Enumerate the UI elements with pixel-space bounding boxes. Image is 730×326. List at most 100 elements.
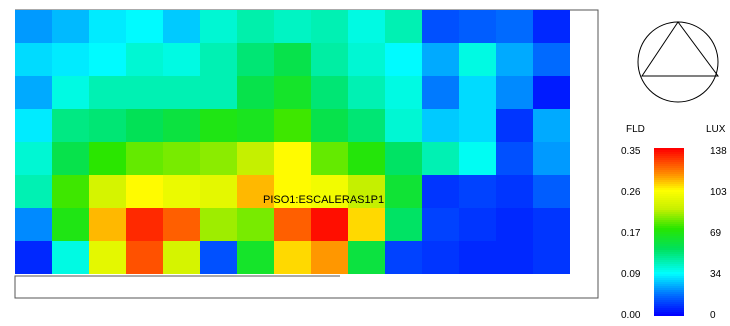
heatmap-cell-r0-c6 (237, 10, 275, 44)
colorbar-band (654, 294, 684, 297)
colorbar-band (654, 254, 684, 257)
heatmap-cell-r6-c10 (385, 208, 423, 242)
heatmap-cell-r3-c4 (163, 109, 201, 143)
lux-tick-label: 69 (710, 228, 722, 239)
colorbar-band (654, 302, 684, 305)
heatmap-cell-r2-c8 (311, 76, 349, 110)
heatmap-cell-r5-c7 (274, 175, 312, 209)
colorbar-band (654, 192, 684, 195)
heatmap-cell-r3-c1 (52, 109, 90, 143)
heatmap-cell-r6-c14 (533, 208, 570, 242)
legend-header-fld: FLD (626, 124, 645, 135)
heatmap-cell-r7-c1 (52, 241, 90, 274)
colorbar-band (654, 176, 684, 179)
heatmap-cell-r1-c11 (422, 43, 460, 77)
heatmap-cell-r4-c11 (422, 142, 460, 176)
colorbar-band (654, 186, 684, 189)
colorbar-band (654, 184, 684, 187)
heatmap-cell-r2-c12 (459, 76, 497, 110)
heatmap-cell-r3-c0 (15, 109, 53, 143)
heatmap-cell-r7-c9 (348, 241, 386, 274)
heatmap-cell-r1-c3 (126, 43, 164, 77)
heatmap-cell-r1-c5 (200, 43, 238, 77)
colorbar-band (654, 276, 684, 279)
heatmap-cell-r1-c0 (15, 43, 53, 77)
colorbar-band (654, 238, 684, 241)
heatmap-cell-r1-c9 (348, 43, 386, 77)
colorbar-band (654, 292, 684, 295)
heatmap-cell-r5-c6 (237, 175, 275, 209)
heatmap-cell-r4-c1 (52, 142, 90, 176)
heatmap-cell-r0-c10 (385, 10, 423, 44)
colorbar-band (654, 298, 684, 301)
heatmap-cell-r7-c4 (163, 241, 201, 274)
heatmap-cell-r1-c13 (496, 43, 534, 77)
heatmap-cell-r4-c5 (200, 142, 238, 176)
heatmap-cell-r2-c6 (237, 76, 275, 110)
heatmap-cell-r6-c1 (52, 208, 90, 242)
colorbar-band (654, 190, 684, 193)
heatmap-cell-r7-c0 (15, 241, 53, 274)
heatmap-cell-r5-c3 (126, 175, 164, 209)
colorbar-band (654, 232, 684, 235)
heatmap-cell-r2-c7 (274, 76, 312, 110)
colorbar-band (654, 234, 684, 237)
fld-tick-label: 0.35 (621, 146, 641, 157)
heatmap-cell-r7-c3 (126, 241, 164, 274)
heatmap-cell-r5-c2 (89, 175, 127, 209)
heatmap-cell-r3-c5 (200, 109, 238, 143)
heatmap-cell-r7-c6 (237, 241, 275, 274)
colorbar-band (654, 242, 684, 245)
heatmap-cell-r0-c5 (200, 10, 238, 44)
colorbar-band (654, 148, 684, 151)
heatmap-cell-r7-c11 (422, 241, 460, 274)
colorbar-band (654, 226, 684, 229)
heatmap-cell-r2-c13 (496, 76, 534, 110)
heatmap-cell-r2-c10 (385, 76, 423, 110)
heatmap-cell-r3-c6 (237, 109, 275, 143)
heatmap-cell-r4-c12 (459, 142, 497, 176)
heatmap-cell-r0-c0 (15, 10, 53, 44)
heatmap-cell-r7-c14 (533, 241, 570, 274)
colorbar-band (654, 224, 684, 227)
heatmap-cell-r6-c0 (15, 208, 53, 242)
lux-tick-label: 34 (710, 269, 722, 280)
colorbar-band (654, 308, 684, 311)
heatmap-cell-r7-c5 (200, 241, 238, 274)
heatmap-cell-r1-c7 (274, 43, 312, 77)
heatmap-cell-r5-c12 (459, 175, 497, 209)
colorbar-band (654, 170, 684, 173)
colorbar-band (654, 296, 684, 299)
heatmap-cell-r3-c13 (496, 109, 534, 143)
colorbar-band (654, 262, 684, 265)
colorbar-band (654, 208, 684, 211)
heatmap-cell-r0-c4 (163, 10, 201, 44)
heatmap-cell-r4-c9 (348, 142, 386, 176)
legend-colorbar (654, 148, 684, 316)
colorbar-band (654, 228, 684, 231)
heatmap-cell-r1-c14 (533, 43, 570, 77)
heatmap-cell-r4-c8 (311, 142, 349, 176)
heatmap-cell-r4-c14 (533, 142, 570, 176)
colorbar-band (654, 284, 684, 287)
colorbar-band (654, 290, 684, 293)
heatmap-cell-r6-c11 (422, 208, 460, 242)
heatmap-cell-r2-c14 (533, 76, 570, 110)
fld-tick-label: 0.17 (621, 228, 641, 239)
colorbar-band (654, 174, 684, 177)
colorbar-band (654, 306, 684, 309)
heatmap-cell-r6-c4 (163, 208, 201, 242)
heatmap-cell-r3-c3 (126, 109, 164, 143)
heatmap-cell-r0-c1 (52, 10, 90, 44)
heatmap-cell-r7-c10 (385, 241, 423, 274)
colorbar-band (654, 214, 684, 217)
colorbar-band (654, 260, 684, 263)
heatmap-cell-r6-c6 (237, 208, 275, 242)
colorbar-band (654, 310, 684, 313)
colorbar-band (654, 198, 684, 201)
colorbar-band (654, 272, 684, 275)
colorbar-band (654, 178, 684, 181)
heatmap-cell-r1-c4 (163, 43, 201, 77)
colorbar-band (654, 200, 684, 203)
heatmap-cell-r7-c12 (459, 241, 497, 274)
